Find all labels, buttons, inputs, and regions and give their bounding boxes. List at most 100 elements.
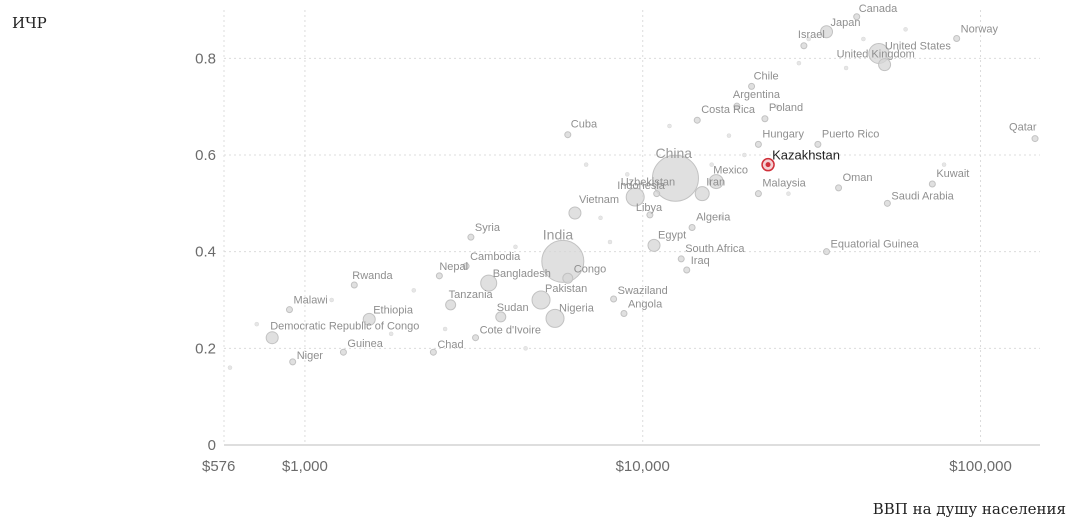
point-label-malaysia: Malaysia: [762, 178, 806, 190]
point-label-united-kingdom: United Kingdom: [837, 49, 915, 61]
point-malaysia: [754, 190, 762, 198]
point-japan: [820, 25, 834, 39]
point-label-iran: Iran: [706, 177, 725, 189]
background-point: [843, 65, 849, 71]
point-israel: [800, 42, 808, 50]
point-label-chad: Chad: [437, 339, 463, 351]
point-label-south-africa: South Africa: [685, 243, 745, 255]
point-norway: [953, 35, 961, 43]
point-nepal: [435, 272, 443, 280]
background-point: [227, 365, 233, 370]
point-chile: [748, 82, 756, 90]
point-label-puerto-rico: Puerto Rico: [822, 128, 879, 140]
point-bangladesh: [480, 274, 498, 292]
point-label-costa-rica: Costa Rica: [701, 104, 756, 116]
point-saudi-arabia: [883, 199, 891, 207]
point-label-kazakhstan: Kazakhstan: [772, 148, 840, 163]
background-point: [709, 162, 714, 167]
point-label-syria: Syria: [475, 222, 501, 234]
x-tick-label: $100,000: [949, 458, 1012, 475]
background-point: [861, 36, 866, 42]
background-point: [625, 172, 630, 177]
point-vietnam: [568, 206, 582, 220]
point-label-democratic-republic-of-congo: Democratic Republic of Congo: [270, 321, 419, 333]
point-egypt: [647, 238, 661, 252]
x-axis-title: ВВП на душу населения: [872, 500, 1066, 518]
point-hungary: [754, 140, 762, 148]
y-tick-label: 0: [208, 437, 216, 454]
point-south-africa: [677, 255, 685, 263]
point-angola: [620, 310, 628, 318]
point-indonesia: [625, 187, 645, 207]
point-label-guinea: Guinea: [347, 338, 383, 350]
point-label-mexico: Mexico: [713, 165, 748, 177]
point-chad: [429, 348, 437, 356]
point-cote-d-ivoire: [472, 334, 480, 342]
point-label-tanzania: Tanzania: [449, 289, 494, 301]
point-label-kuwait: Kuwait: [936, 168, 969, 180]
x-tick-label: $10,000: [616, 458, 670, 475]
y-tick-label: 0.8: [195, 50, 216, 67]
point-label-norway: Norway: [961, 24, 999, 36]
point-nigeria: [545, 308, 565, 328]
background-point: [726, 133, 732, 138]
background-point: [786, 191, 791, 196]
point-label-cambodia: Cambodia: [470, 251, 521, 263]
point-china: [651, 154, 699, 202]
point-label-japan: Japan: [831, 17, 861, 29]
point-niger: [289, 358, 297, 366]
point-label-poland: Poland: [769, 102, 803, 114]
point-india: [541, 239, 585, 283]
point-label-equatorial-guinea: Equatorial Guinea: [831, 239, 920, 251]
point-qatar: [1031, 135, 1039, 143]
point-label-bangladesh: Bangladesh: [493, 268, 551, 280]
point-canada: [853, 13, 861, 21]
background-point: [941, 162, 947, 167]
point-oman: [835, 184, 843, 192]
point-sudan: [495, 311, 507, 323]
point-tanzania: [445, 299, 457, 311]
background-point: [388, 331, 394, 337]
point-malawi: [285, 306, 293, 314]
background-point: [523, 346, 528, 351]
background-point: [667, 123, 672, 129]
point-costa-rica: [693, 116, 701, 124]
point-swaziland: [610, 295, 618, 303]
point-label-vietnam: Vietnam: [579, 194, 619, 206]
point-label-libya: Libya: [636, 202, 663, 214]
point-label-india: India: [543, 226, 574, 242]
background-point: [411, 288, 417, 293]
point-label-saudi-arabia: Saudi Arabia: [891, 190, 954, 202]
point-ethiopia: [362, 312, 376, 326]
point-label-chile: Chile: [754, 70, 779, 82]
point-label-pakistan: Pakistan: [545, 283, 587, 295]
background-point: [583, 162, 589, 167]
point-label-cuba: Cuba: [571, 119, 598, 131]
point-label-united-states: United States: [885, 41, 952, 53]
point-libya: [646, 211, 654, 219]
y-tick-label: 0.4: [195, 244, 216, 261]
point-mexico: [708, 174, 724, 190]
point-united-kingdom: [878, 58, 892, 72]
point-label-uzbekistan: Uzbekistan: [621, 177, 675, 189]
point-label-israel: Israel: [798, 29, 825, 41]
point-label-cote-d-ivoire: Cote d'Ivoire: [480, 325, 541, 337]
point-label-angola: Angola: [628, 299, 663, 311]
point-guinea: [339, 348, 347, 356]
point-label-oman: Oman: [843, 172, 873, 184]
point-congo: [562, 272, 574, 284]
point-label-niger: Niger: [297, 350, 324, 362]
point-democratic-republic-of-congo: [265, 331, 279, 345]
background-point: [329, 297, 334, 303]
background-point: [598, 215, 603, 221]
background-point: [796, 60, 802, 66]
point-iraq: [683, 266, 691, 274]
point-label-nepal: Nepal: [439, 261, 468, 273]
background-point: [742, 152, 747, 158]
point-label-egypt: Egypt: [658, 229, 686, 241]
background-point: [903, 27, 908, 32]
background-point: [718, 215, 723, 221]
point-label-swaziland: Swaziland: [618, 285, 668, 297]
x-tick-label: $576: [202, 458, 235, 475]
